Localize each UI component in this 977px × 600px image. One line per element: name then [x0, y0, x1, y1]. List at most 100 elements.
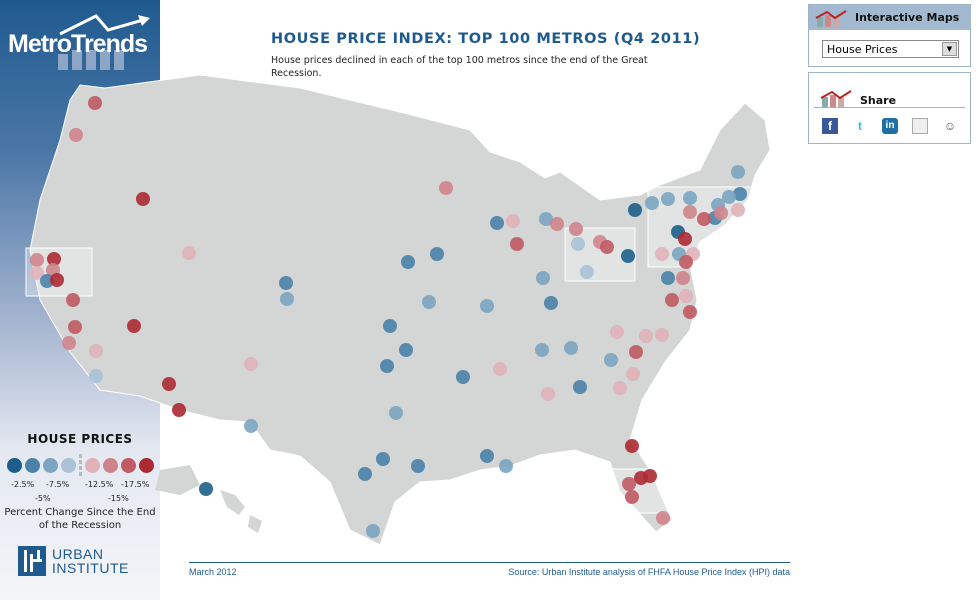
metro-dot[interactable] — [89, 369, 103, 383]
metro-dot[interactable] — [731, 203, 745, 217]
metro-dot[interactable] — [564, 341, 578, 355]
twitter-icon[interactable]: t — [858, 119, 862, 133]
metro-dot[interactable] — [411, 459, 425, 473]
metro-dot[interactable] — [380, 359, 394, 373]
urban-institute-logo[interactable]: URBAN INSTITUTE — [18, 546, 129, 576]
alaska — [155, 465, 200, 495]
metro-dot[interactable] — [610, 325, 624, 339]
metro-dot[interactable] — [679, 289, 693, 303]
metro-dot[interactable] — [383, 319, 397, 333]
metro-dot[interactable] — [493, 362, 507, 376]
metro-dot[interactable] — [401, 255, 415, 269]
metro-dot[interactable] — [172, 403, 186, 417]
metro-dot[interactable] — [136, 192, 150, 206]
metro-dot[interactable] — [544, 296, 558, 310]
metro-dot[interactable] — [490, 216, 504, 230]
metro-dot[interactable] — [645, 196, 659, 210]
metro-dot[interactable] — [573, 380, 587, 394]
metro-dot[interactable] — [50, 273, 64, 287]
metro-dot[interactable] — [480, 299, 494, 313]
metro-dot[interactable] — [244, 419, 258, 433]
map-select[interactable]: House Prices ▼ — [822, 40, 959, 58]
metro-dot[interactable] — [697, 212, 711, 226]
share-panel: Share f t in ☺ — [808, 72, 971, 144]
metro-dot[interactable] — [733, 187, 747, 201]
metro-dot[interactable] — [722, 190, 736, 204]
metro-dot[interactable] — [456, 370, 470, 384]
metro-dot[interactable] — [625, 490, 639, 504]
metro-dot[interactable] — [89, 344, 103, 358]
legend-ticks: -2.5% -7.5% -12.5% -17.5% -5% -15% — [0, 480, 160, 506]
metro-dot[interactable] — [639, 329, 653, 343]
metro-dot[interactable] — [68, 320, 82, 334]
metro-dot[interactable] — [550, 217, 564, 231]
metro-dot[interactable] — [506, 214, 520, 228]
metro-dot[interactable] — [69, 128, 83, 142]
metro-dot[interactable] — [676, 271, 690, 285]
metro-dot[interactable] — [535, 343, 549, 357]
metro-dot[interactable] — [678, 232, 692, 246]
linkedin-icon[interactable]: in — [882, 118, 898, 134]
metro-dot[interactable] — [714, 206, 728, 220]
metro-dot[interactable] — [422, 295, 436, 309]
metro-dot[interactable] — [683, 191, 697, 205]
metro-dot[interactable] — [244, 357, 258, 371]
metro-dot[interactable] — [88, 96, 102, 110]
metro-dot[interactable] — [600, 240, 614, 254]
metrotrends-logo[interactable]: MetroTrends — [8, 12, 158, 72]
metro-dot[interactable] — [661, 271, 675, 285]
metro-dot[interactable] — [162, 377, 176, 391]
metro-dot[interactable] — [628, 203, 642, 217]
metro-dot[interactable] — [604, 353, 618, 367]
metro-dot[interactable] — [683, 305, 697, 319]
metro-dot[interactable] — [430, 247, 444, 261]
metro-dot[interactable] — [30, 266, 44, 280]
metro-dot[interactable] — [621, 249, 635, 263]
source: Source: Urban Institute analysis of FHFA… — [508, 567, 790, 577]
facebook-icon[interactable]: f — [822, 118, 838, 134]
metro-dot[interactable] — [731, 165, 745, 179]
metro-dot[interactable] — [47, 252, 61, 266]
metro-dot[interactable] — [30, 253, 44, 267]
legend-swatch — [42, 457, 58, 473]
metro-dot[interactable] — [199, 482, 213, 496]
metro-dot[interactable] — [376, 452, 390, 466]
delicious-icon[interactable] — [912, 118, 928, 134]
metro-dot[interactable] — [279, 276, 293, 290]
metro-dot[interactable] — [643, 469, 657, 483]
metro-dot[interactable] — [626, 367, 640, 381]
metro-dot[interactable] — [182, 246, 196, 260]
metro-dot[interactable] — [613, 381, 627, 395]
hawaii — [220, 490, 262, 533]
metro-dot[interactable] — [480, 449, 494, 463]
metro-dot[interactable] — [541, 387, 555, 401]
metro-dot[interactable] — [625, 439, 639, 453]
metro-dot[interactable] — [127, 319, 141, 333]
metro-dot[interactable] — [571, 237, 585, 251]
metro-dot[interactable] — [629, 345, 643, 359]
metro-dot[interactable] — [358, 467, 372, 481]
metro-dot[interactable] — [389, 406, 403, 420]
metro-dot[interactable] — [656, 511, 670, 525]
metro-dot[interactable] — [569, 222, 583, 236]
metro-dot[interactable] — [665, 293, 679, 307]
metro-dot[interactable] — [539, 212, 553, 226]
metro-dot[interactable] — [655, 328, 669, 342]
reddit-icon[interactable]: ☺ — [943, 119, 957, 133]
metro-dot[interactable] — [62, 336, 76, 350]
metro-dot[interactable] — [399, 343, 413, 357]
metro-dot[interactable] — [580, 265, 594, 279]
metro-dot[interactable] — [655, 247, 669, 261]
metro-dot[interactable] — [661, 192, 675, 206]
metro-dot[interactable] — [439, 181, 453, 195]
metro-dot[interactable] — [510, 237, 524, 251]
legend-divider — [78, 454, 82, 476]
metro-dot[interactable] — [683, 205, 697, 219]
metro-dot[interactable] — [366, 524, 380, 538]
metro-dot[interactable] — [499, 459, 513, 473]
metro-dot[interactable] — [536, 271, 550, 285]
metro-dot[interactable] — [280, 292, 294, 306]
metro-dot[interactable] — [622, 477, 636, 491]
metro-dot[interactable] — [66, 293, 80, 307]
metro-dot[interactable] — [679, 255, 693, 269]
